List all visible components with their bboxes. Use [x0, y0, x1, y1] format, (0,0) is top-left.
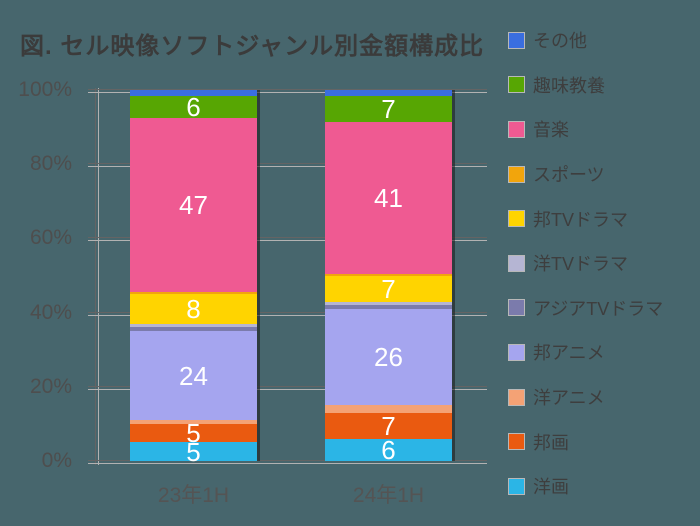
- legend-label: その他: [533, 31, 587, 52]
- legend-swatch-jp-anime: [508, 343, 525, 361]
- legend-item-west-anime: 洋アニメ: [508, 375, 698, 420]
- segment-value-label: 41: [374, 182, 403, 213]
- segment-jp-movie: 7: [325, 413, 452, 439]
- y-axis-labels: 100% 80% 60% 40% 20% 0%: [0, 0, 74, 526]
- legend-swatch-music: [508, 120, 525, 138]
- y-axis-line: [95, 88, 96, 465]
- legend-item-asia-tv-drama: アジアTVドラマ: [508, 286, 698, 331]
- segment-value-label: 7: [381, 93, 396, 124]
- x-axis-category-label: 23年1H: [157, 484, 230, 507]
- x-axis-category-label: 24年1H: [352, 484, 425, 507]
- segment-other: [130, 90, 257, 96]
- gridline: [88, 385, 487, 390]
- segment-value-label: 5: [186, 436, 201, 467]
- legend-swatch-asia-tv-drama: [508, 299, 525, 317]
- legend-label: 邦画: [533, 432, 569, 453]
- legend-swatch-west-movie: [508, 477, 525, 495]
- legend-label: 洋アニメ: [533, 388, 605, 409]
- segment-asia-tv-drama: [130, 327, 257, 332]
- segment-sports: [325, 273, 452, 276]
- gridline: [88, 460, 487, 464]
- legend-item-jp-tv-drama: 邦TVドラマ: [508, 196, 698, 241]
- stacked-bar-left: 5 5 24 8 47 6: [130, 90, 257, 465]
- legend-item-jp-anime: 邦アニメ: [508, 330, 698, 375]
- legend-item-west-movie: 洋画: [508, 464, 698, 509]
- segment-value-label: 7: [381, 410, 396, 441]
- legend-item-other: その他: [508, 18, 698, 63]
- segment-west-movie: 6: [325, 434, 452, 465]
- chart-title: 図. セル映像ソフトジャンル別金額構成比: [20, 33, 485, 60]
- segment-west-movie: 5: [130, 439, 257, 465]
- segment-value-label: 26: [374, 342, 403, 373]
- legend-swatch-jp-tv-drama: [508, 210, 525, 228]
- segment-other: [325, 90, 452, 96]
- legend-swatch-west-tv-drama: [508, 254, 525, 272]
- segment-value-label: 8: [186, 293, 201, 324]
- segment-jp-anime: 26: [325, 308, 452, 406]
- legend-label: スポーツ: [533, 165, 605, 186]
- legend-label: 洋画: [533, 477, 569, 498]
- legend-label: 邦アニメ: [533, 343, 605, 364]
- segment-west-tv-drama: [130, 323, 257, 328]
- gridline: [88, 237, 487, 242]
- segment-west-anime: [325, 405, 452, 413]
- legend: その他趣味教養音楽スポーツ邦TVドラマ 洋TVドラマアジアTVドラマ 邦アニメ洋アニ…: [508, 18, 698, 509]
- segment-value-label: 24: [179, 360, 208, 391]
- gridline: [88, 311, 487, 316]
- legend-label: 邦TVドラマ: [533, 209, 629, 230]
- segment-music: 41: [325, 121, 452, 274]
- segment-hobby-culture: 7: [325, 96, 452, 122]
- legend-item-sports: スポーツ: [508, 152, 698, 197]
- y-axis-tick-label: 80%: [29, 152, 72, 176]
- segment-value-label: 6: [186, 91, 201, 122]
- y-axis-tick-label: 0%: [41, 449, 72, 472]
- y-axis-line-highlight: [98, 88, 99, 465]
- legend-swatch-other: [508, 31, 525, 49]
- legend-label: 趣味教養: [533, 75, 605, 96]
- legend-item-music: 音楽: [508, 107, 698, 152]
- gridline: [88, 89, 487, 93]
- segment-jp-movie: 5: [130, 420, 257, 446]
- segment-value-label: 6: [381, 434, 396, 465]
- segment-music: 47: [130, 117, 257, 293]
- legend-label: アジアTVドラマ: [533, 298, 664, 319]
- y-axis-tick-label: 60%: [29, 226, 72, 250]
- segment-asia-tv-drama: [325, 305, 452, 309]
- segment-hobby-culture: 6: [130, 91, 257, 122]
- segment-west-tv-drama: [325, 301, 452, 306]
- segment-jp-anime: 24: [130, 331, 257, 421]
- y-axis-tick-label: 100%: [18, 78, 72, 101]
- y-axis-tick-label: 20%: [29, 374, 72, 398]
- plot-area: 5 5 24 8 47 6 23年1H 6 7 26 7 41 7 24年1H: [88, 88, 487, 507]
- segment-value-label: 7: [381, 273, 396, 304]
- legend-item-west-tv-drama: 洋TVドラマ: [508, 241, 698, 286]
- segment-west-anime: [130, 420, 257, 424]
- legend-label: 洋TVドラマ: [533, 254, 629, 275]
- legend-swatch-west-anime: [508, 388, 525, 406]
- legend-label: 音楽: [533, 120, 569, 141]
- legend-swatch-jp-movie: [508, 433, 525, 451]
- legend-item-hobby-culture: 趣味教養: [508, 63, 698, 108]
- segment-jp-tv-drama: 8: [130, 294, 257, 324]
- legend-swatch-sports: [508, 165, 525, 183]
- segment-sports: [130, 292, 257, 295]
- y-axis-tick-label: 40%: [29, 300, 72, 324]
- segment-jp-tv-drama: 7: [325, 276, 452, 302]
- legend-swatch-hobby-culture: [508, 76, 525, 94]
- segment-value-label: 47: [179, 190, 208, 221]
- stacked-bar-right: 6 7 26 7 41 7: [325, 90, 452, 465]
- legend-item-jp-movie: 邦画: [508, 419, 698, 464]
- gridline: [88, 163, 487, 168]
- segment-value-label: 5: [186, 418, 201, 449]
